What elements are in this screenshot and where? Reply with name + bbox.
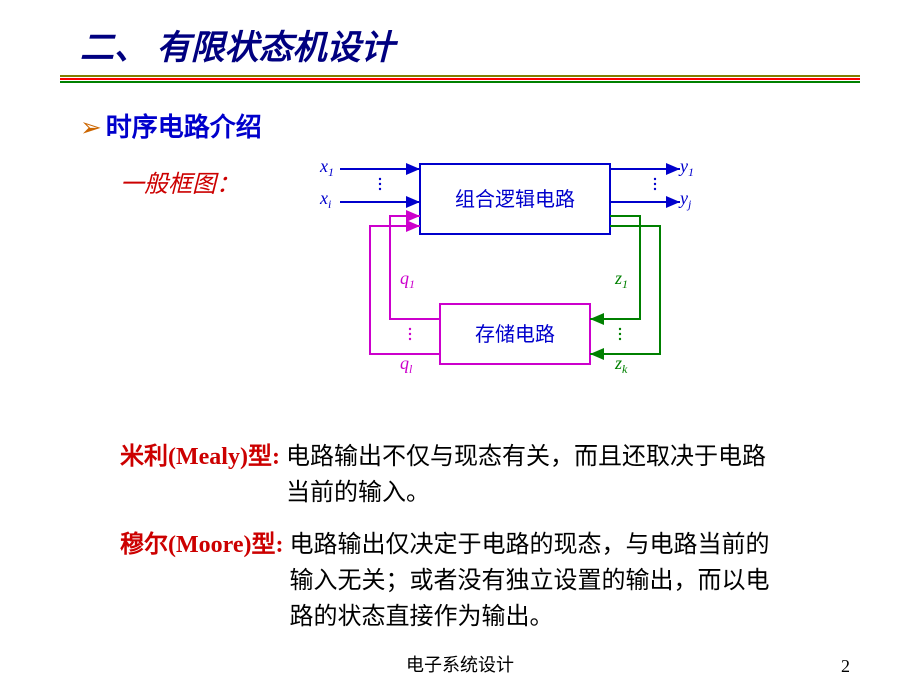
svg-text:y1: y1 (678, 156, 694, 179)
svg-text:zk: zk (614, 353, 628, 376)
moore-en: (Moore) (168, 532, 252, 558)
svg-text:x1: x1 (319, 156, 334, 179)
footer-text: 电子系统设计 (0, 651, 920, 677)
svg-text:yj: yj (678, 188, 692, 211)
underline-red (60, 78, 860, 80)
svg-text:z1: z1 (614, 268, 628, 291)
svg-text:组合逻辑电路: 组合逻辑电路 (455, 188, 575, 211)
arrow-bullet-icon: ➢ (80, 113, 102, 142)
mealy-label: 米利(Mealy)型: (120, 439, 280, 511)
moore-text: 电路输出仅决定于电路的现态，与电路当前的输入无关；或者没有独立设置的输出，而以电… (290, 527, 770, 635)
sub-title: 时序电路介绍 (106, 113, 262, 142)
mealy-definition: 米利(Mealy)型: 电路输出不仅与现态有关，而且还取决于电路当前的输入。 (120, 439, 860, 511)
mealy-suffix: 型: (248, 444, 280, 470)
underline-olive (60, 75, 860, 77)
frame-label: 一般框图： (120, 164, 240, 199)
svg-text:xi: xi (319, 188, 331, 211)
mealy-en: (Mealy) (168, 444, 248, 470)
mealy-cn: 米利 (120, 444, 168, 470)
page-number: 2 (841, 656, 850, 677)
mealy-text: 电路输出不仅与现态有关，而且还取决于电路当前的输入。 (286, 439, 766, 511)
sub-title-row: ➢时序电路介绍 (80, 107, 860, 144)
title-underline (60, 75, 860, 79)
moore-cn: 穆尔 (120, 532, 168, 558)
definitions: 米利(Mealy)型: 电路输出不仅与现态有关，而且还取决于电路当前的输入。 穆… (120, 439, 860, 635)
svg-text:存储电路: 存储电路 (475, 323, 555, 346)
block-diagram: 组合逻辑电路存储电路 x1 xi y1 yj q1 ql z1 zk (260, 154, 700, 409)
svg-text:q1: q1 (400, 268, 415, 291)
underline-green (60, 81, 860, 83)
svg-text:ql: ql (400, 353, 413, 376)
subsection: ➢时序电路介绍 一般框图： 组合逻辑电路存储电路 x1 xi y1 yj q1 ql z1 zk (80, 107, 860, 409)
title-section: 二、 有限状态机设计 (60, 20, 860, 79)
moore-label: 穆尔(Moore)型: (120, 527, 284, 635)
main-title: 二、 有限状态机设计 (80, 20, 860, 69)
moore-definition: 穆尔(Moore)型: 电路输出仅决定于电路的现态，与电路当前的输入无关；或者没… (120, 527, 860, 635)
moore-suffix: 型: (252, 532, 284, 558)
